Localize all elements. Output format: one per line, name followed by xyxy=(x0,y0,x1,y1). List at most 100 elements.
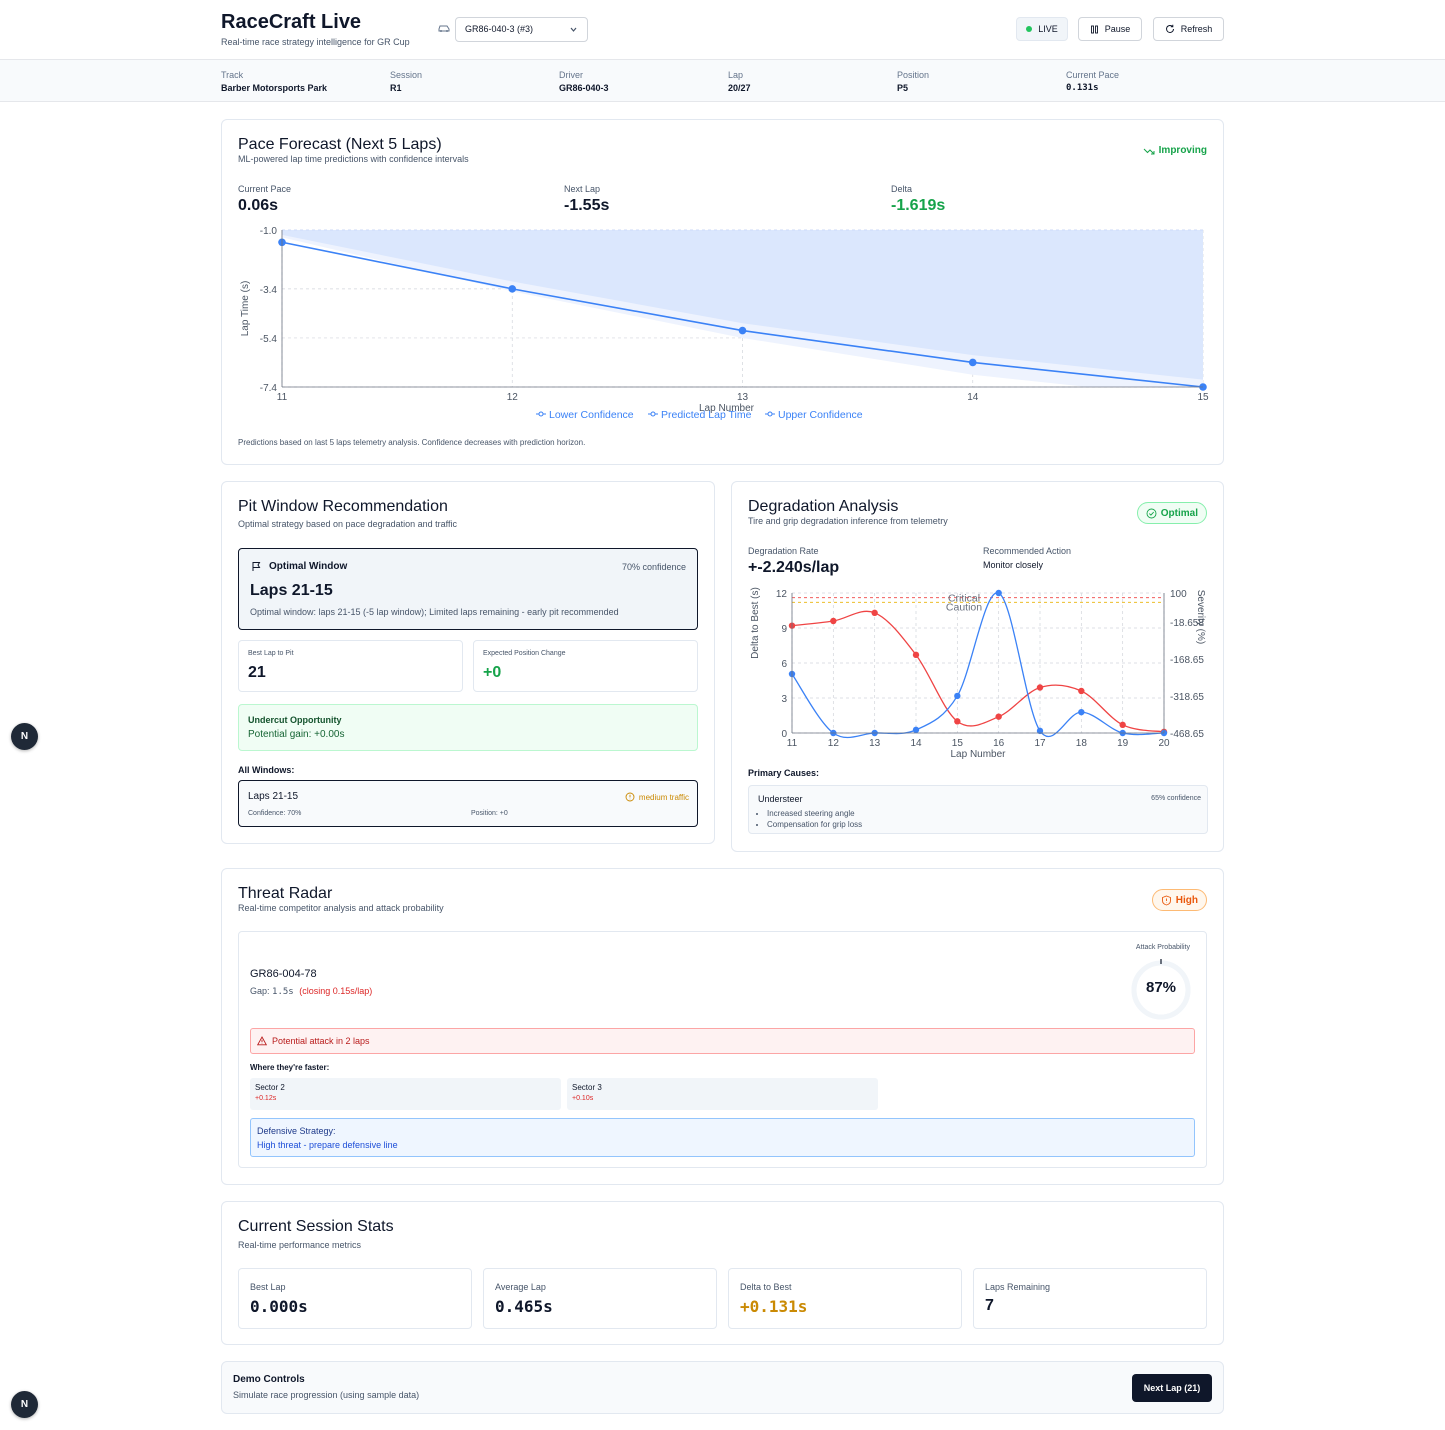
car-select-value: GR86-040-3 (#3) xyxy=(465,24,534,34)
right-y-tick-label: -18.658 xyxy=(1170,618,1204,629)
stat-laps-remaining: Laps Remaining 7 xyxy=(973,1268,1207,1329)
left-y-tick-label: 3 xyxy=(781,694,787,705)
primary-causes-label: Primary Causes: xyxy=(748,768,820,778)
upper-confidence-area xyxy=(282,230,1203,380)
x-tick-label: 19 xyxy=(1117,738,1129,749)
app-header: RaceCraft Live Real-time race strategy i… xyxy=(0,0,1445,60)
nextjs-dev-badge[interactable]: N xyxy=(11,1391,38,1418)
series-point xyxy=(830,617,837,625)
pit-title: Pit Window Recommendation xyxy=(238,498,448,515)
flag-icon xyxy=(252,562,261,571)
best-lap-to-pit-box: Best Lap to Pit 21 xyxy=(238,640,463,692)
demo-title: Demo Controls xyxy=(233,1374,305,1385)
demo-controls-card: Demo Controls Simulate race progression … xyxy=(221,1361,1224,1414)
x-tick-label: 14 xyxy=(910,738,922,749)
x-tick-label: 12 xyxy=(507,392,519,403)
attack-alert: Potential attack in 2 laps xyxy=(250,1028,1195,1054)
reference-line-label: Caution xyxy=(946,601,982,613)
right-y-tick-label: -468.65 xyxy=(1170,729,1204,740)
info-lap: Lap 20/27 xyxy=(728,70,751,93)
attack-probability-label: Attack Probability xyxy=(1135,944,1190,951)
series-point xyxy=(954,718,961,725)
pause-label: Pause xyxy=(1104,24,1131,34)
competitor-card: GR86-004-78 Gap: 1.5s (closing 0.15s/lap… xyxy=(238,931,1207,1168)
expected-position-change-value: +0 xyxy=(483,664,502,681)
pause-icon xyxy=(1090,25,1098,33)
attack-probability-value: 87% xyxy=(1145,979,1177,996)
recommended-action-label: Recommended Action xyxy=(983,546,1072,556)
nextjs-dev-badge[interactable]: N xyxy=(11,723,38,750)
series-point xyxy=(871,609,878,617)
best-lap-to-pit-value: 21 xyxy=(248,664,266,681)
chevron-down-icon xyxy=(570,27,577,32)
next-lap-button[interactable]: Next Lap (21) xyxy=(1132,1374,1212,1402)
shield-icon xyxy=(1161,895,1171,905)
current-pace-value: 0.06s xyxy=(238,197,279,214)
next-lap-value: -1.55s xyxy=(564,197,610,214)
stat-delta-to-best: Delta to Best +0.131s xyxy=(728,1268,962,1329)
window-item[interactable]: Laps 21-15 medium traffic Confidence: 70… xyxy=(238,780,698,827)
pace-forecast-card: Pace Forecast (Next 5 Laps) ML-powered l… xyxy=(221,119,1224,465)
pit-window-card: Pit Window Recommendation Optimal strate… xyxy=(221,481,715,844)
live-dot-icon xyxy=(1026,26,1033,32)
optimal-window-description: Optimal window: laps 21-15 (-5 lap windo… xyxy=(250,607,619,617)
left-y-tick-label: 0 xyxy=(781,729,787,740)
check-circle-icon xyxy=(1146,508,1157,518)
stats-subtitle: Real-time performance metrics xyxy=(238,1240,362,1250)
legend-item: Predicted Lap Time xyxy=(661,409,752,421)
y-axis-label: Lap Time (s) xyxy=(240,281,251,337)
x-tick-label: 15 xyxy=(952,738,964,749)
next-lap-label: Next Lap xyxy=(564,184,601,194)
series-point xyxy=(1036,684,1044,691)
left-y-tick-label: 12 xyxy=(776,589,788,600)
app-subtitle: Real-time race strategy intelligence for… xyxy=(221,37,410,47)
defensive-strategy-box: Defensive Strategy: High threat - prepar… xyxy=(250,1118,1195,1157)
pace-footnote: Predictions based on last 5 laps telemet… xyxy=(238,438,586,447)
x-tick-label: 11 xyxy=(277,392,288,403)
x-tick-label: 11 xyxy=(787,738,798,749)
series-point xyxy=(954,692,961,700)
cause-points: Increased steering angle Compensation fo… xyxy=(749,808,862,830)
cause-item: Understeer 65% confidence Increased stee… xyxy=(748,785,1208,834)
info-track: Track Barber Motorsports Park xyxy=(221,70,328,93)
series-line xyxy=(791,592,1165,739)
x-tick-label: 16 xyxy=(993,738,1005,749)
stats-title: Current Session Stats xyxy=(238,1218,394,1235)
x-tick-label: 14 xyxy=(967,392,979,403)
live-button[interactable]: LIVE xyxy=(1016,17,1068,41)
stat-best-lap: Best Lap 0.000s xyxy=(238,1268,472,1329)
window-position: Position: +0 xyxy=(471,810,508,817)
delta-value: -1.619s xyxy=(891,197,946,214)
right-y-tick-label: 100 xyxy=(1170,589,1187,600)
y-tick-label: -7.4 xyxy=(260,383,278,394)
alert-circle-icon xyxy=(625,792,635,802)
left-y-tick-label: 9 xyxy=(781,624,787,635)
threat-title: Threat Radar xyxy=(238,885,333,902)
right-y-axis-label: Severity (%) xyxy=(1195,590,1206,644)
legend-marker-dot xyxy=(650,411,656,417)
reference-line-label: Critical xyxy=(948,593,980,605)
competitor-name: GR86-004-78 xyxy=(250,968,317,980)
degradation-title: Degradation Analysis xyxy=(748,498,899,515)
info-session: Session R1 xyxy=(390,70,423,93)
y-tick-label: -1.0 xyxy=(260,226,278,237)
pause-button[interactable]: Pause xyxy=(1078,17,1142,41)
x-tick-label: 13 xyxy=(869,738,881,749)
series-point xyxy=(912,651,920,659)
x-axis-label: Lap Number xyxy=(950,749,1006,760)
degradation-rate-label: Degradation Rate xyxy=(748,546,819,556)
x-tick-label: 17 xyxy=(1034,738,1046,749)
car-select[interactable]: GR86-040-3 (#3) xyxy=(455,17,588,42)
x-tick-label: 15 xyxy=(1197,392,1209,403)
series-point xyxy=(995,589,1002,597)
demo-subtitle: Simulate race progression (using sample … xyxy=(233,1390,420,1400)
undercut-text: Potential gain: +0.00s xyxy=(248,729,345,740)
x-tick-label: 20 xyxy=(1158,738,1170,749)
y-tick-label: -5.4 xyxy=(260,334,278,345)
legend-marker-dot xyxy=(538,411,544,417)
cause-confidence: 65% confidence xyxy=(1151,795,1201,802)
optimal-window-laps: Laps 21-15 xyxy=(250,582,333,599)
refresh-button[interactable]: Refresh xyxy=(1153,17,1224,41)
refresh-label: Refresh xyxy=(1180,24,1213,34)
